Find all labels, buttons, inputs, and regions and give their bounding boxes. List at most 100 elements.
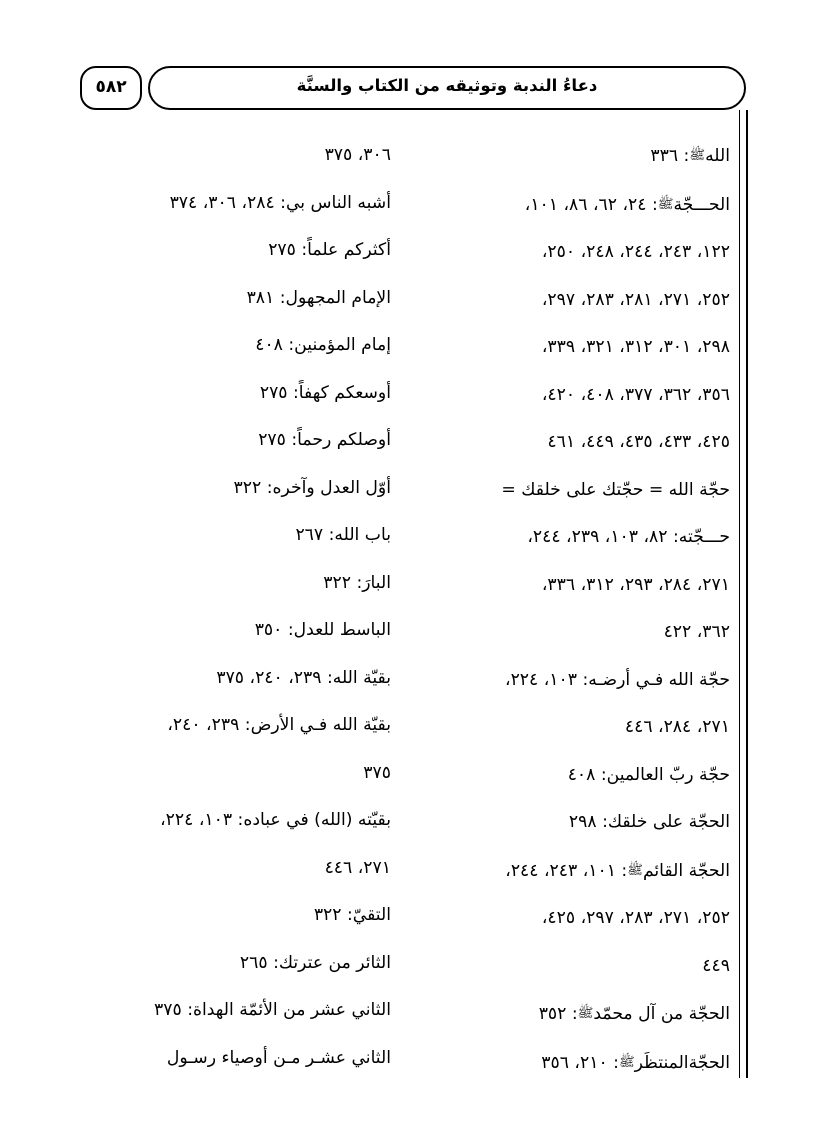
index-entry: حجّة ربّ العالمين: ٤٠٨: [417, 752, 730, 800]
index-entry: أكثركم علماً: ٢٧٥: [78, 227, 391, 275]
honorific-icon: ﷺ: [577, 1006, 595, 1021]
index-entry: الثاني عشـر مـن أوصياء رسـول: [78, 1035, 391, 1083]
index-entry-text: الثاني عشـر مـن أوصياء رسـول: [166, 1047, 391, 1068]
index-entry: ٢٥٢، ٢٧١، ٢٨١، ٢٨٣، ٢٩٧،: [417, 277, 730, 325]
index-entry: بقيّة الله: ٢٣٩، ٢٤٠، ٣٧٥: [78, 655, 391, 703]
index-entry-text: الله: [705, 146, 730, 166]
index-entry-text: أوّل العدل وآخره: ٣٢٢: [233, 477, 391, 498]
index-entry: ٣٧٥: [78, 750, 391, 798]
index-entry-text: ٢٥٢، ٢٧١، ٢٨٣، ٢٩٧، ٤٢٥،: [541, 908, 730, 928]
index-entry-text: ٢٧١، ٤٤٦: [324, 857, 391, 878]
index-entry-text: أوصلكم رحماً: ٢٧٥: [258, 430, 391, 450]
index-entry-text: ٢٩٨، ٣٠١، ٣١٢، ٣٢١، ٣٣٩،: [541, 337, 730, 357]
index-entry-text: بقيّة الله: ٢٣٩، ٢٤٠، ٣٧٥: [216, 667, 391, 688]
index-entry-text: الحجّةالمنتظَر: [634, 1052, 730, 1073]
index-entry-text: ٣٠٦، ٣٧٥: [324, 145, 391, 165]
index-entry-text: ٤٢٥، ٤٣٣، ٤٣٥، ٤٤٩، ٤٦١: [547, 432, 730, 452]
index-entry-text: الحجّة القائم: [642, 860, 730, 881]
index-entry-text: البارَ: ٣٢٢: [323, 572, 391, 593]
index-entry: اللهﷺ: ٣٣٦: [417, 132, 730, 181]
index-entry-text: بقيّة الله فـي الأرض: ٢٣٩، ٢٤٠،: [167, 715, 391, 735]
index-entry: بقيّته (الله) في عباده: ١٠٣، ٢٢٤،: [78, 797, 391, 845]
page-header: دعاءُ الندبة وتوثيقه من الكتاب والسنَّة …: [80, 66, 746, 114]
index-entry-text: حجّة الله = حجّتك على خلقك =: [501, 479, 730, 500]
index-entry-text: ٢٧١، ٢٨٤، ٤٤٦: [624, 717, 730, 737]
index-entry: حجّة الله فـي أرضـه: ١٠٣، ٢٢٤،: [417, 657, 730, 705]
index-column-left: اللهﷺ: ٣٣٦ الحـــجّةﷺ: ٢٤، ٦٢، ٨٦، ١٠١، ١٢…: [417, 132, 730, 1082]
index-entry-text: ٣٥٦، ٣٦٢، ٣٧٧، ٤٠٨، ٤٢٠،: [541, 384, 730, 405]
index-entry-text: الباسط للعدل: ٣٥٠: [254, 620, 391, 640]
index-entry: الإمام المجهول: ٣٨١: [78, 275, 391, 323]
index-entry: ١٢٢، ٢٤٣، ٢٤٤، ٢٤٨، ٢٥٠،: [417, 229, 730, 277]
index-entry-text: ٤٤٩: [702, 955, 730, 976]
index-entry-text: ٣٦٢، ٤٢٢: [663, 622, 730, 642]
index-entry: الباسط للعدل: ٣٥٠: [78, 607, 391, 655]
index-entry-pages: : ٢١٠، ٣٥٦: [541, 1052, 619, 1073]
honorific-icon: ﷺ: [689, 148, 706, 163]
index-column-right: ٣٠٦، ٣٧٥ أشبه الناس بي: ٢٨٤، ٣٠٦، ٣٧٤ أكثر…: [78, 132, 391, 1082]
index-entry-text: حجّة الله فـي أرضـه: ١٠٣، ٢٢٤،: [505, 669, 730, 690]
index-entry: ٤٤٩: [417, 943, 730, 991]
index-entry-text: أكثركم علماً: ٢٧٥: [268, 240, 391, 260]
index-entry: ٢٩٨، ٣٠١، ٣١٢، ٣٢١، ٣٣٩،: [417, 324, 730, 372]
index-entry-text: حـــجّته: ٨٢، ١٠٣، ٢٣٩، ٢٤٤،: [527, 527, 730, 547]
page-number: ٥٨٢: [95, 76, 127, 97]
index-entry-text: الإمام المجهول: ٣٨١: [246, 287, 391, 308]
index-entry-text: إمام المؤمنين: ٤٠٨: [255, 335, 391, 355]
index-entry: إمام المؤمنين: ٤٠٨: [78, 322, 391, 370]
index-entry: باب الله: ٢٦٧: [78, 512, 391, 560]
index-entry: الثاني عشر من الأئمّة الهداة: ٣٧٥: [78, 987, 391, 1035]
index-entry: أوصلكم رحماً: ٢٧٥: [78, 417, 391, 465]
index-entry-text: التقيّ: ٣٢٢: [313, 905, 391, 925]
index-entry-text: ١٢٢، ٢٤٣، ٢٤٤، ٢٤٨، ٢٥٠،: [541, 242, 730, 262]
index-entry: أوسعكم كهفاً: ٢٧٥: [78, 370, 391, 418]
index-entry: ٣٥٦، ٣٦٢، ٣٧٧، ٤٠٨، ٤٢٠،: [417, 372, 730, 420]
index-entry: ٣٦٢، ٤٢٢: [417, 609, 730, 657]
header-corner-rule: [737, 110, 748, 122]
index-entry-text: حجّة ربّ العالمين: ٤٠٨: [567, 764, 730, 785]
header-title-pill: دعاءُ الندبة وتوثيقه من الكتاب والسنَّة: [148, 66, 746, 110]
index-entry-text: باب الله: ٢٦٧: [295, 525, 391, 545]
index-entry-text: الحجّة من آل محمّد: [593, 1004, 730, 1024]
honorific-icon: ﷺ: [657, 196, 675, 212]
index-entry-text: الحجّة على خلقك: ٢٩٨: [568, 812, 730, 832]
index-entry: ٢٧١، ٤٤٦: [78, 845, 391, 893]
index-entry: ٢٧١، ٢٨٤، ٢٩٣، ٣١٢، ٣٣٦،: [417, 562, 730, 610]
index-entry: أشبه الناس بي: ٢٨٤، ٣٠٦، ٣٧٤: [78, 180, 391, 228]
index-entry: الحجّةالمنتظَرﷺ: ٢١٠، ٣٥٦: [417, 1039, 730, 1088]
index-entry: حـــجّته: ٨٢، ١٠٣، ٢٣٩، ٢٤٤،: [417, 514, 730, 562]
page-number-box: ٥٨٢: [80, 66, 142, 110]
index-entry: الثائر من عترتك: ٢٦٥: [78, 940, 391, 988]
index-entry: ٤٢٥، ٤٣٣، ٤٣٥، ٤٤٩، ٤٦١: [417, 419, 730, 467]
index-entry: الحجّة على خلقك: ٢٩٨: [417, 799, 730, 847]
honorific-icon: ﷺ: [627, 862, 644, 878]
index-entry-pages: : ٢٤، ٦٢، ٨٦، ١٠١،: [524, 194, 658, 215]
index-entry: التقيّ: ٣٢٢: [78, 892, 391, 940]
index-entry-text: الثائر من عترتك: ٢٦٥: [239, 952, 391, 973]
page-edge-double-rule: [737, 118, 748, 1078]
index-columns: اللهﷺ: ٣٣٦ الحـــجّةﷺ: ٢٤، ٦٢، ٨٦، ١٠١، ١٢…: [78, 132, 730, 1082]
index-entry: الحـــجّةﷺ: ٢٤، ٦٢، ٨٦، ١٠١،: [417, 181, 730, 230]
index-entry: بقيّة الله فـي الأرض: ٢٣٩، ٢٤٠،: [78, 702, 391, 750]
honorific-icon: ﷺ: [618, 1054, 636, 1070]
index-entry: ٢٧١، ٢٨٤، ٤٤٦: [417, 704, 730, 752]
page-title: دعاءُ الندبة وتوثيقه من الكتاب والسنَّة: [296, 76, 598, 96]
index-entry-pages: : ٣٣٦: [650, 146, 690, 166]
index-entry: الحجّة القائمﷺ: ١٠١، ٢٤٣، ٢٤٤،: [417, 847, 730, 896]
index-entry-text: ٣٧٥: [363, 762, 391, 783]
index-entry-text: الحـــجّة: [673, 194, 730, 215]
index-entry-pages: : ١٠١، ٢٤٣، ٢٤٤،: [505, 860, 628, 881]
index-entry: أوّل العدل وآخره: ٣٢٢: [78, 465, 391, 513]
index-entry: ٣٠٦، ٣٧٥: [78, 132, 391, 180]
index-entry-pages: : ٣٥٢: [538, 1004, 578, 1024]
index-entry-text: أشبه الناس بي: ٢٨٤، ٣٠٦، ٣٧٤: [169, 192, 391, 213]
index-entry-text: ٢٧١، ٢٨٤، ٢٩٣، ٣١٢، ٣٣٦،: [541, 574, 730, 595]
index-entry: البارَ: ٣٢٢: [78, 560, 391, 608]
index-entry-text: الثاني عشر من الأئمّة الهداة: ٣٧٥: [154, 1000, 391, 1020]
index-entry: الحجّة من آل محمّدﷺ: ٣٥٢: [417, 990, 730, 1039]
index-entry-text: ٢٥٢، ٢٧١، ٢٨١، ٢٨٣، ٢٩٧،: [541, 289, 730, 310]
index-entry-text: أوسعكم كهفاً: ٢٧٥: [259, 382, 391, 403]
index-entry: حجّة الله = حجّتك على خلقك =: [417, 467, 730, 515]
index-entry-text: بقيّته (الله) في عباده: ١٠٣، ٢٢٤،: [160, 810, 391, 830]
